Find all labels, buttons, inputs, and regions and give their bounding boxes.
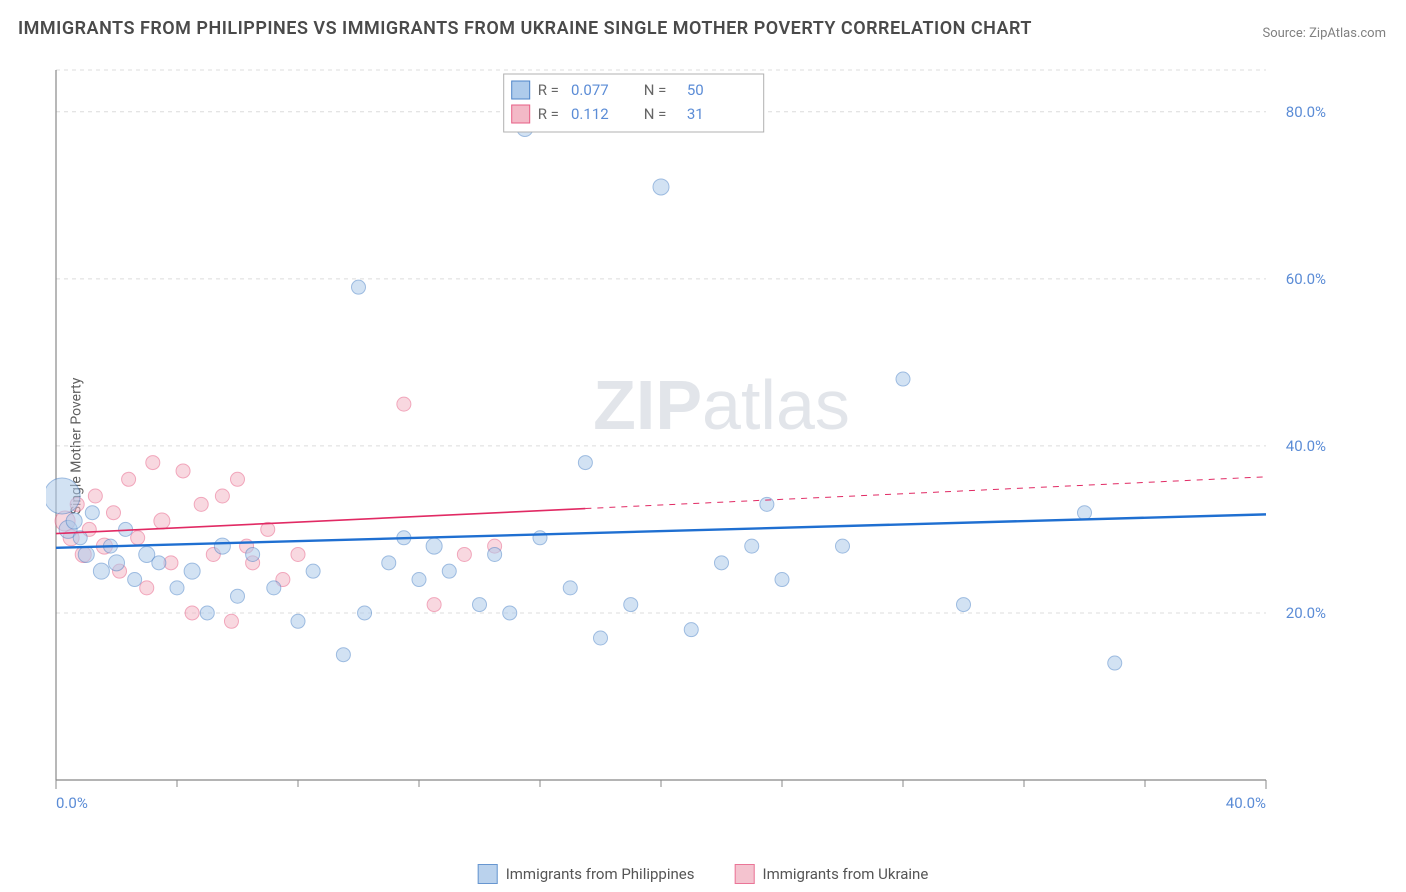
data-point (653, 179, 669, 195)
legend-n-value: 31 (687, 105, 704, 123)
data-point (896, 372, 910, 386)
data-point (624, 598, 638, 612)
series-philippines (46, 120, 1122, 670)
data-point (185, 606, 199, 620)
trendline-philippines (56, 514, 1266, 547)
legend-r-label: R = (538, 81, 559, 99)
data-point (200, 606, 214, 620)
data-point (715, 556, 729, 570)
legend-label: Immigrants from Philippines (506, 865, 695, 883)
data-point (397, 397, 411, 411)
data-point (352, 280, 366, 294)
data-point (382, 556, 396, 570)
data-point (146, 456, 160, 470)
legend-n-label: N = (644, 81, 667, 99)
data-point (427, 598, 441, 612)
data-point (563, 581, 577, 595)
legend-n-label: N = (644, 105, 667, 123)
data-point (457, 547, 471, 561)
legend-r-value: 0.112 (571, 105, 609, 123)
legend-swatch (478, 864, 498, 884)
data-point (488, 547, 502, 561)
data-point (214, 538, 230, 554)
data-point (745, 539, 759, 553)
legend-bottom: Immigrants from Philippines Immigrants fr… (478, 864, 929, 884)
trendline-ukraine (56, 509, 585, 534)
chart-title: IMMIGRANTS FROM PHILIPPINES VS IMMIGRANT… (18, 18, 1032, 39)
source-attribution: Source: ZipAtlas.com (1262, 26, 1386, 41)
data-point (231, 589, 245, 603)
y-tick-label: 20.0% (1286, 604, 1326, 622)
x-tick-label: 0.0% (56, 794, 88, 812)
data-point (336, 648, 350, 662)
data-point (291, 614, 305, 628)
data-point (46, 478, 80, 514)
data-point (267, 581, 281, 595)
data-point (836, 539, 850, 553)
data-point (140, 581, 154, 595)
data-point (578, 456, 592, 470)
data-point (442, 564, 456, 578)
data-point (760, 497, 774, 511)
data-point (473, 598, 487, 612)
data-point (224, 614, 238, 628)
data-point (1078, 506, 1092, 520)
data-point (154, 513, 170, 529)
trendline-ext-ukraine (585, 477, 1266, 509)
data-point (231, 472, 245, 486)
data-point (957, 598, 971, 612)
legend-r-value: 0.077 (571, 81, 609, 99)
data-point (152, 556, 166, 570)
data-point (775, 573, 789, 587)
legend-item: Immigrants from Philippines (478, 864, 695, 884)
x-tick-label: 40.0% (1226, 794, 1266, 812)
data-point (358, 606, 372, 620)
data-point (93, 563, 109, 579)
data-point (184, 563, 200, 579)
data-point (215, 489, 229, 503)
data-point (594, 631, 608, 645)
data-point (291, 547, 305, 561)
legend-swatch (734, 864, 754, 884)
y-tick-label: 60.0% (1286, 270, 1326, 288)
legend-n-value: 50 (687, 81, 704, 99)
y-tick-label: 40.0% (1286, 437, 1326, 455)
watermark: ZIPatlas (593, 366, 850, 444)
data-point (194, 497, 208, 511)
data-point (122, 472, 136, 486)
data-point (306, 564, 320, 578)
chart-container: IMMIGRANTS FROM PHILIPPINES VS IMMIGRANT… (0, 0, 1406, 892)
data-point (503, 606, 517, 620)
data-point (246, 547, 260, 561)
data-point (412, 573, 426, 587)
data-point (85, 506, 99, 520)
legend-swatch (512, 81, 530, 99)
data-point (684, 623, 698, 637)
data-point (131, 531, 145, 545)
data-point (533, 531, 547, 545)
legend-label: Immigrants from Ukraine (762, 865, 928, 883)
data-point (88, 489, 102, 503)
data-point (176, 464, 190, 478)
y-tick-label: 80.0% (1286, 103, 1326, 121)
data-point (109, 555, 125, 571)
data-point (78, 546, 94, 562)
data-point (170, 581, 184, 595)
data-point (128, 573, 142, 587)
scatter-plot: 0.0% 40.0% 20.0% 40.0% 60.0% 80.0% ZIPatlas R =… (46, 60, 1346, 820)
legend-top: R = 0.077 N = 50 R = 0.112 N = 31 (504, 74, 764, 132)
legend-r-label: R = (538, 105, 559, 123)
legend-item: Immigrants from Ukraine (734, 864, 928, 884)
data-point (66, 513, 82, 529)
legend-swatch (512, 105, 530, 123)
data-point (1108, 656, 1122, 670)
data-point (426, 538, 442, 554)
data-point (106, 506, 120, 520)
